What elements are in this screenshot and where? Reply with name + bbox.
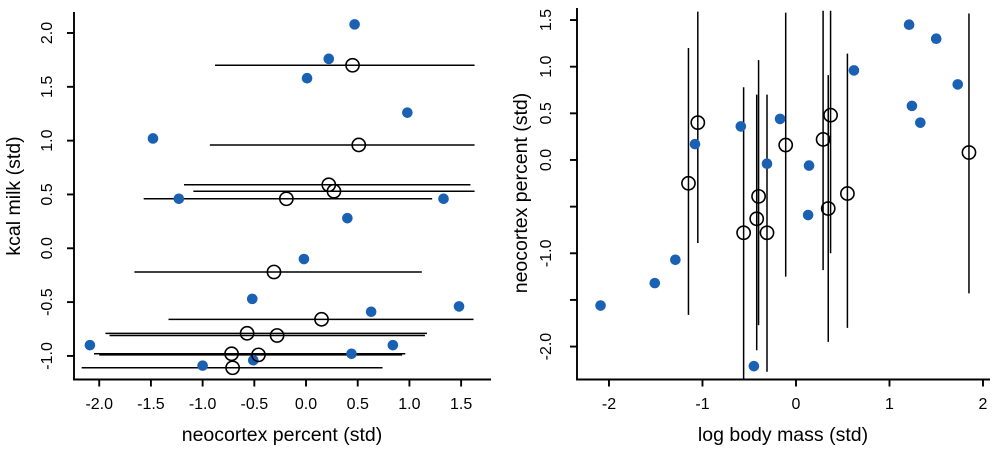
- y-tick-label: 0.0: [538, 149, 555, 171]
- x-tick-label: 0.5: [347, 396, 369, 413]
- imputed-point: [225, 360, 241, 376]
- imputed-point: [961, 145, 977, 160]
- observed-point: [247, 354, 259, 366]
- imputed-point: [759, 225, 775, 241]
- y-axis-title: kcal milk (std): [3, 136, 25, 255]
- observed-point: [595, 300, 606, 311]
- y-tick-label: 1.0: [538, 55, 555, 77]
- observed-point: [903, 19, 915, 30]
- observed-point: [689, 138, 701, 150]
- y-axis-title: neocortex percent (std): [510, 93, 532, 294]
- imputed-point: [278, 191, 294, 207]
- imputed-point: [239, 325, 255, 341]
- imputed-point: [749, 211, 765, 227]
- imputed-point: [778, 137, 794, 153]
- observed-point: [173, 193, 185, 205]
- y-tick-label: 2.0: [39, 22, 56, 44]
- y-tick-label: 0.5: [39, 183, 56, 205]
- observed-point: [323, 53, 335, 65]
- observed-point: [197, 360, 208, 371]
- x-axis-title: log body mass (std): [698, 424, 868, 446]
- observed-point: [848, 65, 860, 76]
- x-tick-label: 0.0: [295, 396, 317, 413]
- y-tick-label: -0.5: [39, 288, 56, 316]
- y-tick-label: 0.0: [39, 237, 56, 259]
- observed-point: [301, 72, 313, 84]
- imputed-point: [326, 183, 342, 199]
- imputed-point: [269, 328, 285, 343]
- imputed-point: [266, 264, 282, 280]
- y-tick-label: -1.0: [39, 342, 56, 370]
- observed-point: [761, 158, 773, 170]
- imputed-point: [736, 225, 752, 241]
- observed-point: [735, 121, 747, 132]
- observed-point: [246, 293, 258, 305]
- x-tick-label: 2: [979, 396, 988, 413]
- imputed-point: [251, 347, 266, 363]
- y-tick-label: 1.5: [39, 76, 56, 98]
- x-tick-label: -0.5: [241, 396, 269, 413]
- observed-point: [298, 253, 310, 265]
- observed-point: [147, 133, 159, 144]
- observed-point: [748, 360, 760, 372]
- observed-point: [670, 254, 681, 266]
- observed-point: [387, 339, 399, 351]
- observed-point: [346, 348, 357, 360]
- observed-point: [84, 339, 96, 351]
- observed-point: [802, 209, 814, 221]
- observed-point: [649, 277, 661, 289]
- imputed-point: [823, 107, 838, 123]
- observed-point: [915, 117, 926, 128]
- imputed-point: [345, 57, 360, 73]
- y-tick-label: -1.0: [538, 239, 555, 267]
- x-tick-label: -1.5: [137, 396, 165, 413]
- y-tick-label: 1.5: [538, 9, 555, 31]
- x-tick-label: 1.0: [398, 396, 420, 413]
- imputed-point: [751, 188, 766, 204]
- imputed-point: [351, 137, 367, 153]
- imputed-point: [314, 311, 329, 327]
- imputed-point: [820, 201, 836, 216]
- x-tick-label: 1.5: [450, 396, 472, 413]
- y-tick-label: -2.0: [538, 333, 555, 361]
- observed-point: [438, 193, 449, 205]
- imputed-point: [681, 175, 696, 191]
- observed-point: [453, 301, 465, 312]
- x-tick-label: -2.0: [85, 396, 113, 413]
- observed-point: [402, 107, 413, 118]
- y-tick-label: 0.5: [538, 102, 555, 124]
- imputed-point: [815, 132, 831, 147]
- imputed-point: [690, 115, 706, 131]
- observed-point: [365, 306, 377, 318]
- observed-point: [803, 160, 815, 171]
- observed-point: [930, 33, 942, 44]
- observed-point: [349, 19, 360, 30]
- y-tick-label: 1.0: [39, 129, 56, 151]
- observed-point: [342, 212, 353, 224]
- x-tick-label: 1: [885, 396, 894, 413]
- observed-point: [774, 113, 786, 125]
- x-tick-label: -1.0: [189, 396, 217, 413]
- observed-point: [952, 79, 964, 90]
- imputed-point: [840, 186, 855, 201]
- observed-point: [906, 100, 918, 112]
- x-tick-label: -1: [695, 396, 709, 413]
- x-axis-title: neocortex percent (std): [182, 424, 383, 446]
- x-tick-label: 0: [792, 396, 801, 413]
- imputed-point: [224, 346, 239, 362]
- x-tick-label: -2: [602, 396, 616, 413]
